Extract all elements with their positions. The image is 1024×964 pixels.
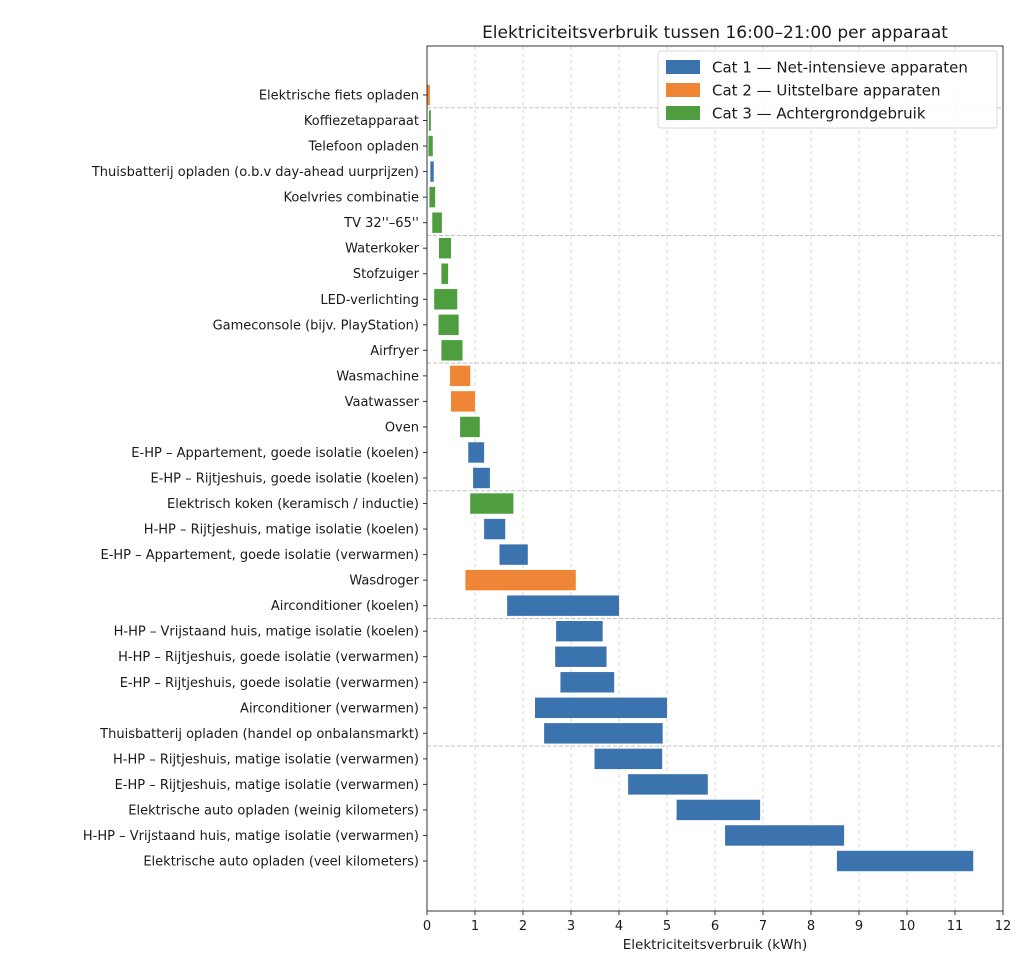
bar-15: [468, 442, 485, 463]
y-tick-label: Stofzuiger: [353, 267, 420, 282]
legend: Cat 1 — Net-intensieve apparaten Cat 2 — …: [657, 50, 998, 129]
y-tick-label: Thuisbatterij opladen (handel op onbalan…: [99, 727, 419, 742]
y-tick-label: Airconditioner (koelen): [271, 599, 419, 614]
bar-4: [430, 161, 434, 182]
x-tick-label: 9: [855, 919, 863, 934]
bar-19: [499, 544, 528, 565]
x-tick-label: 0: [423, 919, 431, 934]
bar-6: [432, 212, 442, 233]
bar-7: [439, 237, 451, 259]
y-tick-label: Gameconsole (bijv. PlayStation): [213, 318, 419, 333]
bar-23: [555, 646, 607, 667]
legend-swatch-cat1: [666, 60, 700, 74]
x-tick-label: 5: [663, 919, 671, 934]
bar-8: [441, 263, 449, 284]
y-tick-label: E-HP – Rijtjeshuis, goede isolatie (koel…: [151, 472, 420, 487]
y-tick-label: Airfryer: [370, 344, 419, 359]
y-tick-label: Oven: [385, 420, 419, 435]
x-tick-label: 8: [807, 919, 815, 934]
y-tick-label: H-HP – Vrijstaand huis, matige isolatie …: [83, 829, 419, 844]
y-tick-label: H-HP – Vrijstaand huis, matige isolatie …: [114, 625, 419, 640]
bar-9: [434, 289, 458, 310]
bar-1: [427, 84, 430, 106]
y-tick-label: Vaatwasser: [345, 395, 420, 410]
y-tick-label: H-HP – Rijtjeshuis, matige isolatie (koe…: [144, 523, 419, 538]
x-tick-label: 11: [947, 919, 964, 934]
bar-2: [428, 110, 431, 131]
y-tick-label: E-HP – Appartement, goede isolatie (koel…: [131, 446, 419, 461]
y-tick-label: Telefoon opladen: [308, 140, 419, 155]
y-tick-label: H-HP – Rijtjeshuis, goede isolatie (verw…: [118, 650, 419, 665]
x-tick-label: 12: [995, 919, 1012, 934]
bar-20: [465, 569, 576, 591]
bar-17: [470, 493, 514, 514]
y-tick-label: Elektrisch koken (keramisch / inductie): [167, 497, 419, 512]
x-axis-ticks: 0 1 2 3 4 5 6 7 8 9 10 11 12: [423, 911, 1011, 934]
bar-14: [460, 416, 480, 438]
y-tick-label: Elektrische fiets opladen: [259, 89, 419, 104]
bar-21: [507, 595, 619, 616]
x-tick-label: 6: [711, 919, 719, 934]
y-tick-label: TV 32''–65'': [343, 216, 419, 231]
bar-24: [560, 672, 615, 693]
chart-title: Elektriciteitsverbruik tussen 16:00–21:0…: [482, 23, 948, 43]
y-axis-ticks: Elektrische fiets opladen Koffiezetappara…: [83, 89, 427, 870]
bar-25: [535, 697, 667, 719]
y-tick-label: Koffiezetapparaat: [304, 114, 419, 129]
bar-30: [725, 825, 845, 846]
y-tick-label: Wasmachine: [336, 369, 419, 384]
x-tick-label: 7: [759, 919, 767, 934]
bar-11: [441, 340, 463, 361]
y-tick-label: Airconditioner (verwarmen): [240, 701, 419, 716]
legend-label-cat1: Cat 1 — Net-intensieve apparaten: [712, 59, 968, 77]
legend-swatch-cat3: [666, 106, 700, 120]
x-tick-label: 4: [615, 919, 623, 934]
bar-31: [836, 850, 974, 872]
x-tick-label: 2: [519, 919, 527, 934]
x-tick-label: 3: [567, 919, 575, 934]
y-tick-label: Koelvries combinatie: [283, 191, 419, 206]
x-tick-label: 1: [471, 919, 479, 934]
bar-26: [544, 723, 663, 744]
bar-13: [451, 391, 475, 412]
legend-label-cat3: Cat 3 — Achtergrondgebruik: [712, 105, 926, 123]
bar-3: [428, 135, 433, 157]
x-tick-label: 10: [899, 919, 916, 934]
bar-27: [594, 748, 663, 770]
bar-29: [676, 799, 761, 821]
y-tick-label: Wasdroger: [349, 574, 419, 589]
y-tick-label: E-HP – Rijtjeshuis, matige isolatie (ver…: [115, 778, 419, 793]
legend-label-cat2: Cat 2 — Uitstelbare apparaten: [712, 82, 940, 100]
y-tick-label: Thuisbatterij opladen (o.b.v day-ahead u…: [91, 165, 419, 180]
y-tick-label: Waterkoker: [345, 242, 420, 257]
bar-22: [556, 620, 603, 642]
bar-28: [628, 774, 708, 795]
y-tick-label: E-HP – Appartement, goede isolatie (verw…: [101, 548, 420, 563]
y-tick-label: E-HP – Rijtjeshuis, goede isolatie (verw…: [120, 676, 419, 691]
bars: [427, 84, 974, 872]
y-tick-label: Elektrische auto opladen (veel kilometer…: [143, 855, 419, 870]
bar-5: [429, 186, 436, 208]
x-axis-label: Elektriciteitsverbruik (kWh): [623, 937, 808, 953]
legend-box: [657, 50, 998, 129]
bar-10: [438, 314, 459, 336]
y-tick-label: Elektrische auto opladen (weinig kilomet…: [128, 803, 419, 818]
grid-lines: [474, 46, 956, 911]
bar-16: [473, 467, 490, 489]
y-tick-label: LED-verlichting: [320, 293, 419, 308]
legend-swatch-cat2: [666, 83, 700, 97]
bar-12: [450, 365, 471, 387]
bar-18: [484, 518, 506, 540]
y-tick-label: H-HP – Rijtjeshuis, matige isolatie (ver…: [113, 752, 419, 767]
